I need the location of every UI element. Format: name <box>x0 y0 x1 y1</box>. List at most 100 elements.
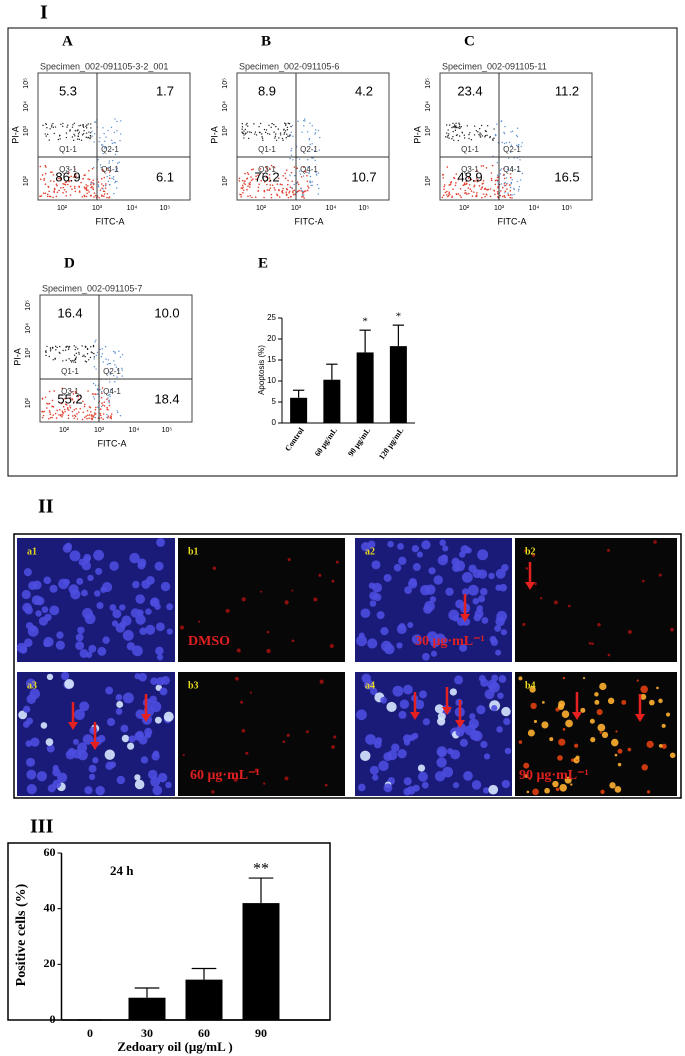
cell <box>138 672 148 682</box>
cell-dot <box>259 122 262 125</box>
cell-dot <box>115 168 118 171</box>
cell-dot <box>69 406 72 409</box>
cell-dot <box>85 184 87 186</box>
panel-label: b3 <box>188 680 199 691</box>
cell-dot <box>103 176 106 179</box>
cell-dot <box>510 151 512 153</box>
cell <box>22 721 30 728</box>
cell <box>165 781 172 789</box>
cell <box>658 698 663 704</box>
cell-dot <box>465 183 467 185</box>
cell-dot <box>108 171 111 173</box>
cell <box>532 788 539 796</box>
cell-dot <box>119 139 121 142</box>
cell <box>286 733 290 737</box>
significance-mark: ** <box>253 861 269 878</box>
cell-dot <box>299 173 302 175</box>
cell-dot <box>46 133 49 136</box>
cell-dot <box>261 137 264 139</box>
x-tick-label: 10⁵ <box>562 205 573 212</box>
cell-dot <box>74 358 77 361</box>
cell-dot <box>105 184 107 187</box>
cell-dot <box>62 349 64 352</box>
cell <box>241 729 246 733</box>
cell-dot <box>66 126 68 128</box>
cell-dot <box>274 137 276 139</box>
cell-dot <box>285 124 287 127</box>
cell <box>412 563 421 572</box>
cell-dot <box>105 136 107 138</box>
cell-dot <box>51 124 53 126</box>
x-tick-label: 10⁵ <box>359 205 370 212</box>
x-tick-label: Control <box>283 425 306 453</box>
cell-dot <box>455 173 458 175</box>
x-axis-label: FITC-A <box>98 438 127 448</box>
cell-dot <box>67 409 70 411</box>
cell-dot <box>490 177 493 180</box>
cell-dot <box>508 141 511 143</box>
cell-dot <box>312 157 314 159</box>
cell-dot <box>294 193 296 196</box>
cell <box>130 608 141 618</box>
bar <box>185 979 223 1020</box>
cell-dot <box>99 164 102 166</box>
cell-dot <box>509 186 512 189</box>
cell-dot <box>44 396 47 399</box>
cell <box>115 694 123 701</box>
cell <box>266 630 270 634</box>
cell-dot <box>88 178 91 181</box>
cell-dot <box>273 166 276 169</box>
cell <box>522 622 526 627</box>
cell <box>557 755 563 761</box>
cell-dot <box>495 179 498 182</box>
cell-dot <box>504 184 507 187</box>
cell-dot <box>238 180 241 182</box>
cell-dot <box>287 196 290 199</box>
cell <box>331 579 335 583</box>
cell <box>166 603 174 611</box>
cell-dot <box>65 346 67 349</box>
cell-dot <box>98 196 100 199</box>
cell-dot <box>44 172 47 175</box>
cell-dot <box>66 408 69 410</box>
cell-dot <box>516 157 519 159</box>
cell-dot <box>100 166 102 169</box>
cell <box>137 558 147 567</box>
annotation: 24 h <box>110 863 134 878</box>
cell-dot <box>458 123 461 126</box>
plot-frame <box>39 294 193 423</box>
cell <box>26 769 37 780</box>
cell-dot <box>68 180 70 183</box>
cell <box>494 624 502 632</box>
cell-dot <box>100 178 103 180</box>
cell-dot <box>42 192 45 194</box>
cell-dot <box>111 177 113 179</box>
cell <box>122 692 134 704</box>
cell-dot <box>311 181 313 183</box>
cell-dot <box>45 123 48 126</box>
cell <box>319 679 324 684</box>
cell-dot <box>110 417 112 420</box>
cell-dot <box>107 129 109 132</box>
cell-dot <box>106 398 108 401</box>
cell-dot <box>87 178 89 180</box>
cell-dot <box>75 356 77 358</box>
cell-dot <box>101 387 104 389</box>
cell <box>260 590 263 593</box>
cell <box>159 687 168 696</box>
cell-dot <box>441 174 444 176</box>
cell-dot <box>52 196 54 199</box>
cell-dot <box>486 134 488 137</box>
cell-dot <box>89 183 92 186</box>
cell-dot <box>73 359 76 361</box>
cell-dot <box>289 186 292 188</box>
cell <box>597 723 606 732</box>
cell <box>614 786 622 793</box>
cell <box>646 790 651 794</box>
x-axis-label: FITC-A <box>295 216 324 226</box>
cell-dot <box>74 173 77 176</box>
cell-dot <box>458 125 461 128</box>
cell-dot <box>78 185 80 188</box>
significance-mark: * <box>362 316 368 328</box>
cell-dot <box>509 176 512 179</box>
